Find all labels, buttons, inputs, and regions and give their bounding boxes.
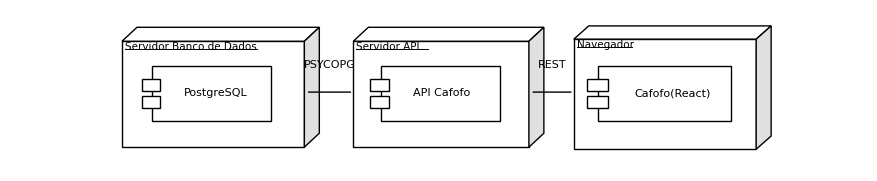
Polygon shape [141,79,160,91]
Polygon shape [353,27,543,41]
Polygon shape [370,96,389,108]
Polygon shape [122,41,304,147]
Text: Cafofo(React): Cafofo(React) [633,89,709,98]
Polygon shape [141,96,160,108]
Text: Navegador: Navegador [576,40,633,50]
Polygon shape [152,66,271,121]
Text: PSYCOPG: PSYCOPG [303,60,355,70]
Polygon shape [755,26,770,149]
Polygon shape [597,66,731,121]
Text: Servidor API: Servidor API [356,42,419,52]
Text: API Cafofo: API Cafofo [412,89,469,98]
Text: REST: REST [537,60,566,70]
Polygon shape [587,79,607,91]
Polygon shape [574,39,755,149]
Text: PostgreSQL: PostgreSQL [184,89,247,98]
Text: Servidor Banco de Dados: Servidor Banco de Dados [125,42,256,52]
Polygon shape [122,27,319,41]
Polygon shape [587,96,607,108]
Polygon shape [353,41,528,147]
Polygon shape [380,66,499,121]
Polygon shape [528,27,543,147]
Polygon shape [304,27,319,147]
Polygon shape [370,79,389,91]
Polygon shape [574,26,770,39]
